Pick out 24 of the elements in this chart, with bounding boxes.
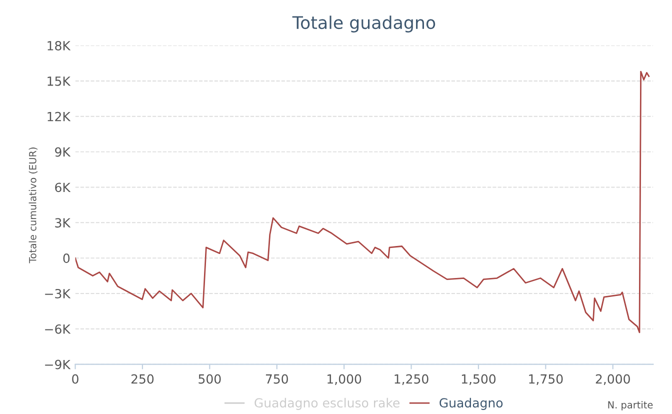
y-tick-label: −6K [45, 324, 71, 334]
y-tick-label: −9K [45, 360, 71, 370]
legend-label: Guadagno [440, 398, 503, 410]
x-tick-label: 1,000 [328, 374, 362, 385]
x-axis-title: N. partite [608, 400, 653, 410]
y-tick-label: 12K [48, 112, 71, 122]
x-tick-label: 1,250 [394, 374, 428, 385]
y-axis-title: Totale cumulativo (EUR) [28, 148, 38, 264]
y-tick-label: 3K [55, 218, 71, 228]
x-tick-label: 1,750 [529, 374, 563, 385]
y-tick-label: 9K [55, 147, 71, 157]
x-tick-label: 2,000 [596, 374, 630, 385]
x-tick-label: 1,500 [462, 374, 496, 385]
x-tick-label: 500 [198, 374, 221, 384]
x-tick-label: 750 [266, 374, 288, 384]
x-tick-label: 250 [131, 374, 154, 384]
y-tick-label: 6K [55, 182, 71, 192]
y-tick-label: 18K [48, 41, 71, 50]
y-tick-label: 15K [48, 76, 71, 86]
y-tick-label: 0 [63, 254, 70, 263]
chart-title: Totale guadagno [292, 16, 436, 32]
line-series [75, 70, 650, 334]
x-tick-label: 0 [72, 374, 78, 384]
y-tick-label: −3K [45, 288, 71, 298]
